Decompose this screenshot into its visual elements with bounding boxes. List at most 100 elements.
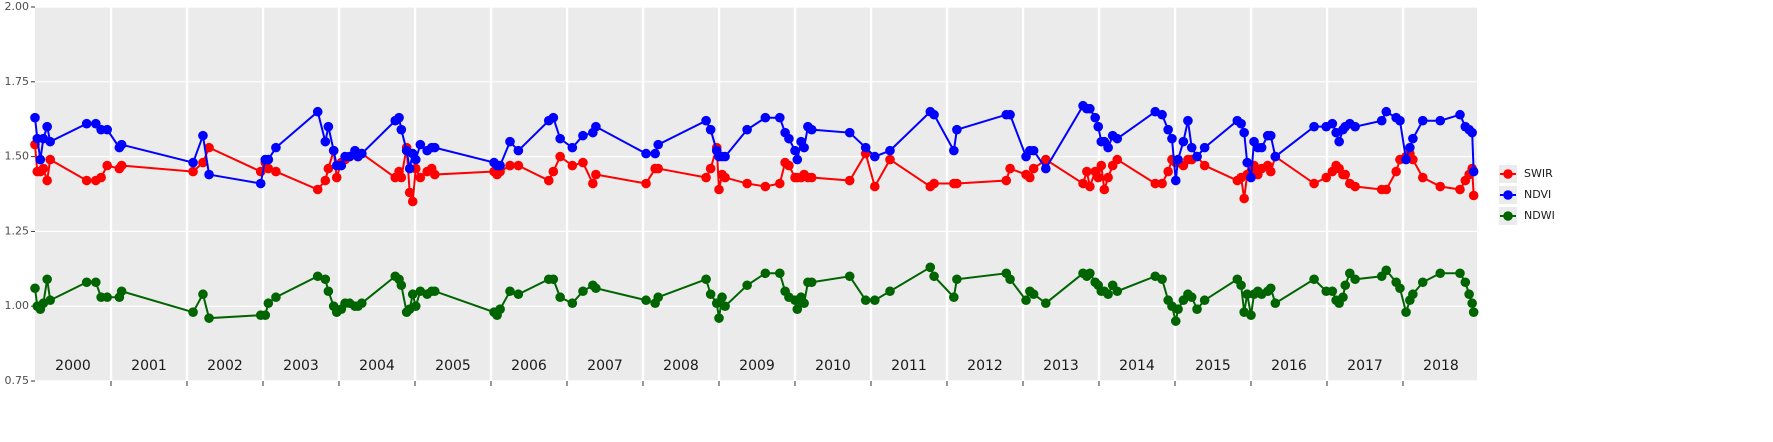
data-point (1199, 142, 1210, 153)
data-point (1112, 154, 1123, 165)
data-point (1005, 274, 1015, 285)
x-tick-label: 2014 (1119, 358, 1155, 374)
data-point (1435, 268, 1446, 279)
data-point (263, 163, 274, 174)
data-point (255, 178, 266, 189)
data-point (410, 154, 421, 165)
data-point (1028, 145, 1039, 156)
data-point (260, 310, 271, 320)
data-point (1408, 154, 1418, 165)
data-point (653, 292, 663, 303)
data-point (1350, 181, 1360, 192)
data-point (30, 283, 40, 294)
data-point (188, 307, 198, 317)
y-tick-label: 1.00 (5, 299, 30, 312)
data-point (188, 157, 198, 168)
legend-label: NDWI (1524, 209, 1555, 222)
data-point (1170, 175, 1181, 186)
legend-item: SWIR (1499, 165, 1553, 183)
data-point (198, 130, 208, 141)
data-point (1309, 178, 1319, 189)
data-point (407, 289, 418, 300)
data-point (312, 184, 323, 195)
data-point (1025, 172, 1035, 183)
data-point (885, 286, 895, 297)
data-point (407, 196, 418, 207)
data-point (720, 151, 730, 162)
data-point (263, 298, 274, 309)
data-point (1256, 142, 1267, 153)
data-point (1093, 172, 1104, 183)
data-point (714, 184, 724, 195)
data-point (1468, 190, 1479, 201)
data-point (323, 286, 334, 297)
data-point (650, 148, 660, 159)
data-point (396, 124, 407, 135)
data-point (641, 178, 651, 189)
data-point (653, 139, 663, 150)
data-point (1021, 295, 1031, 306)
data-point (513, 145, 524, 156)
data-point (1246, 172, 1256, 183)
data-point (705, 163, 716, 174)
data-point (1150, 178, 1161, 189)
data-point (1082, 166, 1092, 177)
data-point (1435, 181, 1446, 192)
data-point (784, 133, 794, 144)
legend-label: SWIR (1524, 167, 1553, 180)
data-point (578, 130, 588, 141)
data-point (578, 286, 588, 297)
data-point (1186, 142, 1197, 153)
data-point (790, 145, 800, 156)
data-point (1408, 289, 1418, 300)
data-point (323, 121, 334, 132)
data-point (1460, 277, 1471, 288)
data-point (720, 301, 730, 312)
data-point (1103, 172, 1113, 183)
data-point (1401, 307, 1411, 317)
data-point (705, 289, 716, 300)
x-tick-label: 2012 (967, 358, 1003, 374)
data-point (555, 133, 565, 144)
data-point (760, 181, 771, 192)
data-point (1242, 157, 1252, 168)
legend-item: NDWI (1499, 207, 1555, 225)
x-tick-label: 2017 (1347, 358, 1383, 374)
x-tick-label: 2000 (55, 358, 91, 374)
data-point (1093, 121, 1104, 132)
data-point (792, 304, 803, 314)
data-point (320, 136, 331, 147)
y-tick-label: 1.75 (5, 75, 30, 88)
data-point (1455, 268, 1465, 279)
data-point (1340, 280, 1351, 291)
x-tick-label: 2015 (1195, 358, 1231, 374)
data-point (35, 154, 46, 165)
data-point (720, 172, 730, 183)
data-point (1199, 160, 1210, 171)
data-point (588, 178, 598, 189)
data-point (1270, 151, 1281, 162)
data-point (1112, 286, 1123, 297)
data-point (1381, 106, 1392, 117)
data-point (701, 115, 711, 126)
data-point (102, 124, 112, 135)
data-point (653, 163, 663, 174)
data-point (1265, 166, 1276, 177)
data-point (701, 172, 711, 183)
data-point (784, 160, 794, 171)
data-point (45, 154, 55, 165)
data-point (870, 295, 880, 306)
data-point (775, 268, 785, 279)
data-point (1170, 316, 1181, 326)
data-point (204, 169, 214, 180)
data-point (1157, 274, 1167, 285)
data-point (495, 160, 505, 171)
data-point (1270, 298, 1281, 309)
data-point (396, 172, 407, 183)
data-point (102, 292, 112, 303)
panel-background (35, 7, 1477, 381)
data-point (81, 118, 92, 129)
data-point (1401, 154, 1411, 165)
